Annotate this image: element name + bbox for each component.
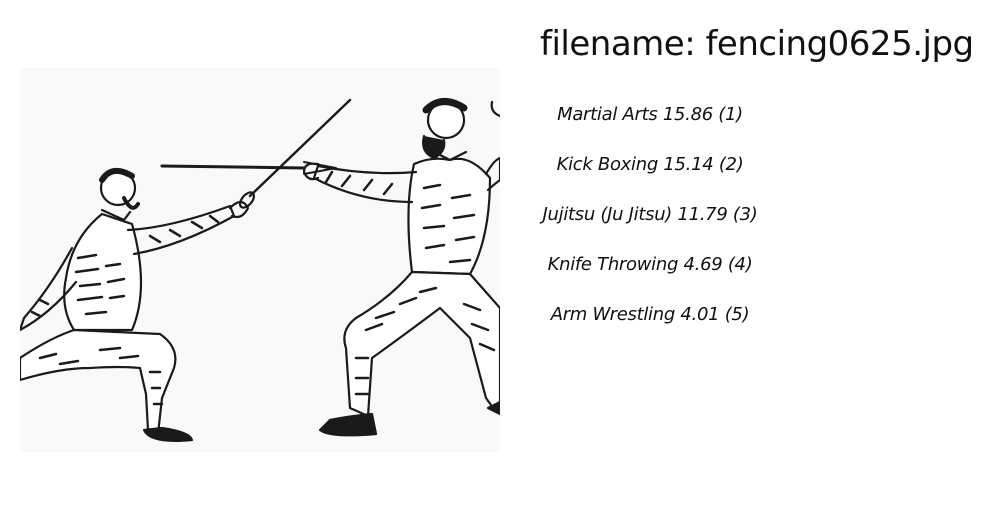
prediction-item-1: Martial Arts 15.86 (1) [557,104,743,125]
fencers-drawing [20,98,500,442]
left-fencer [20,98,352,442]
right-fencer [160,98,500,437]
prediction-item-3: Jujitsu (Ju Jitsu) 11.79 (3) [542,204,758,225]
fencing-illustration [20,68,500,452]
prediction-item-2: Kick Boxing 15.14 (2) [556,154,744,175]
prediction-item-5: Arm Wrestling 4.01 (5) [550,304,750,325]
prediction-list: Martial Arts 15.86 (1) Kick Boxing 15.14… [530,100,770,350]
filename-label: filename: fencing0625.jpg [540,24,974,64]
prediction-item-4: Knife Throwing 4.69 (4) [547,254,753,275]
